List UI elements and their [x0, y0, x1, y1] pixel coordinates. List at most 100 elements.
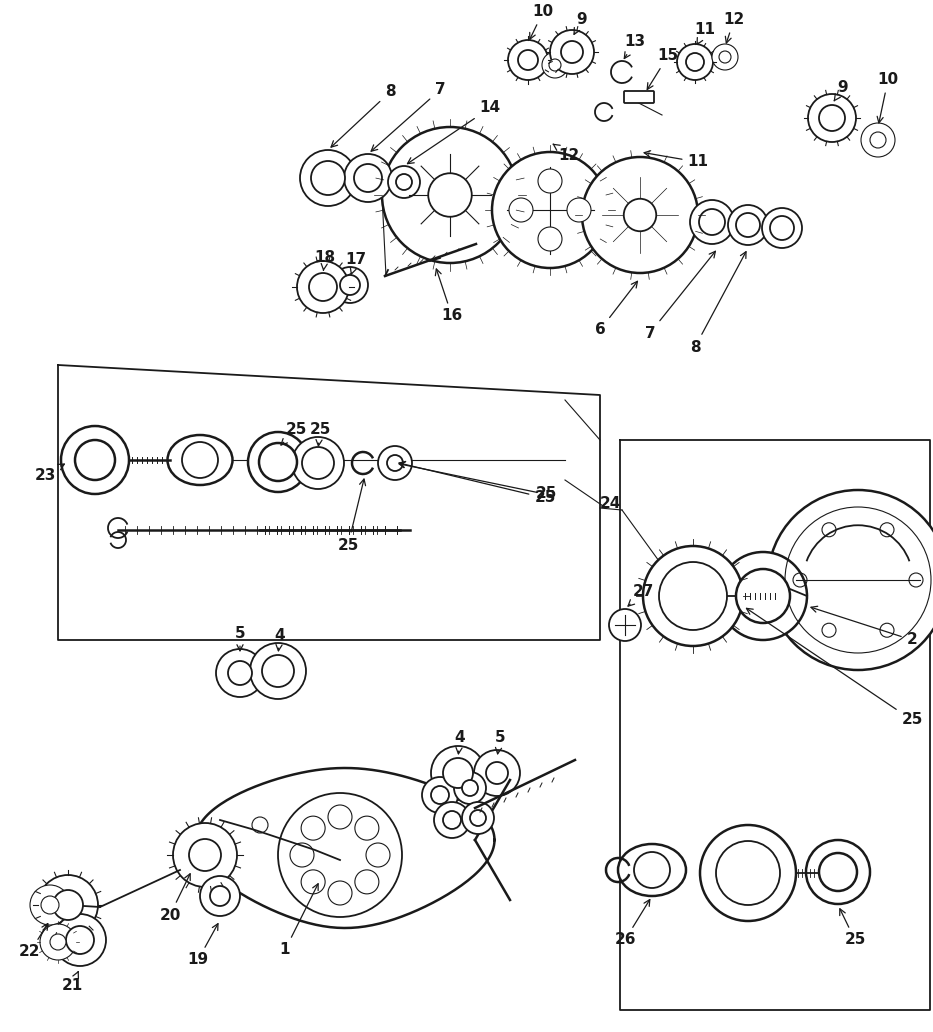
- Circle shape: [808, 94, 856, 142]
- Circle shape: [567, 198, 591, 222]
- Circle shape: [508, 40, 548, 80]
- Text: 22: 22: [20, 924, 48, 960]
- Circle shape: [686, 53, 704, 71]
- Circle shape: [550, 30, 594, 74]
- Text: 2: 2: [811, 606, 917, 647]
- Circle shape: [736, 213, 760, 237]
- Circle shape: [297, 261, 349, 313]
- Text: 10: 10: [877, 72, 898, 123]
- Circle shape: [378, 446, 412, 480]
- Ellipse shape: [618, 844, 686, 896]
- Circle shape: [700, 825, 796, 921]
- Text: 13: 13: [624, 34, 646, 59]
- Text: 9: 9: [574, 12, 587, 34]
- Text: 11: 11: [644, 151, 708, 169]
- Circle shape: [50, 934, 66, 950]
- Circle shape: [728, 205, 768, 245]
- Polygon shape: [196, 768, 494, 928]
- Circle shape: [434, 802, 470, 838]
- Circle shape: [492, 152, 608, 268]
- Circle shape: [228, 662, 252, 685]
- Circle shape: [736, 569, 790, 623]
- Text: 11: 11: [694, 23, 716, 44]
- FancyBboxPatch shape: [624, 91, 654, 103]
- Circle shape: [302, 447, 334, 479]
- Text: 15: 15: [648, 49, 678, 90]
- Circle shape: [382, 127, 518, 263]
- Text: 9: 9: [834, 80, 848, 101]
- Circle shape: [250, 643, 306, 699]
- Text: 7: 7: [371, 83, 445, 152]
- Circle shape: [41, 896, 59, 914]
- Circle shape: [462, 780, 478, 796]
- Circle shape: [486, 762, 508, 784]
- Circle shape: [340, 275, 360, 295]
- Text: 8: 8: [689, 252, 746, 355]
- Text: 24: 24: [599, 495, 620, 511]
- Circle shape: [542, 52, 568, 78]
- Circle shape: [819, 105, 845, 131]
- Circle shape: [474, 750, 520, 796]
- Circle shape: [61, 426, 129, 494]
- Circle shape: [861, 123, 895, 157]
- Circle shape: [870, 132, 886, 148]
- Text: 25: 25: [310, 422, 330, 446]
- Circle shape: [387, 455, 403, 471]
- Circle shape: [30, 885, 70, 925]
- Circle shape: [690, 200, 734, 244]
- Text: 25: 25: [281, 422, 307, 445]
- Text: 10: 10: [530, 4, 553, 39]
- Circle shape: [518, 50, 538, 70]
- Circle shape: [643, 546, 743, 646]
- Circle shape: [659, 562, 727, 630]
- Circle shape: [699, 209, 725, 235]
- Circle shape: [538, 227, 562, 251]
- Text: 26: 26: [614, 900, 649, 947]
- Circle shape: [538, 169, 562, 193]
- Circle shape: [677, 44, 713, 80]
- Circle shape: [309, 273, 337, 301]
- Text: 25: 25: [840, 909, 866, 947]
- Text: 12: 12: [553, 144, 579, 162]
- Circle shape: [182, 442, 218, 478]
- Circle shape: [216, 649, 264, 697]
- Circle shape: [462, 802, 494, 834]
- Circle shape: [248, 432, 308, 492]
- Circle shape: [300, 150, 356, 206]
- Circle shape: [200, 876, 240, 916]
- Text: 4: 4: [454, 731, 466, 753]
- Circle shape: [719, 552, 807, 640]
- Text: 8: 8: [331, 85, 396, 148]
- Text: 25: 25: [399, 461, 556, 506]
- Circle shape: [768, 490, 933, 670]
- Circle shape: [712, 44, 738, 70]
- Circle shape: [428, 173, 472, 217]
- Circle shape: [311, 161, 345, 195]
- Circle shape: [396, 174, 412, 190]
- Circle shape: [509, 198, 533, 222]
- Circle shape: [443, 757, 473, 788]
- Text: 25: 25: [746, 608, 923, 728]
- Text: 19: 19: [188, 924, 218, 968]
- Circle shape: [210, 886, 230, 906]
- Text: 1: 1: [280, 883, 318, 958]
- Circle shape: [431, 786, 449, 804]
- Circle shape: [609, 609, 641, 641]
- Circle shape: [292, 437, 344, 489]
- Circle shape: [66, 926, 94, 954]
- Circle shape: [770, 216, 794, 240]
- Circle shape: [470, 810, 486, 826]
- Text: 23: 23: [35, 464, 64, 483]
- Circle shape: [53, 890, 83, 920]
- Circle shape: [561, 41, 583, 63]
- Text: 4: 4: [274, 627, 285, 651]
- Text: 25: 25: [338, 479, 366, 552]
- Circle shape: [332, 267, 368, 303]
- Circle shape: [422, 777, 458, 813]
- Circle shape: [443, 811, 461, 829]
- Circle shape: [40, 924, 76, 960]
- Text: 5: 5: [235, 625, 245, 651]
- Text: 17: 17: [345, 253, 367, 275]
- Circle shape: [806, 840, 870, 904]
- Circle shape: [173, 823, 237, 886]
